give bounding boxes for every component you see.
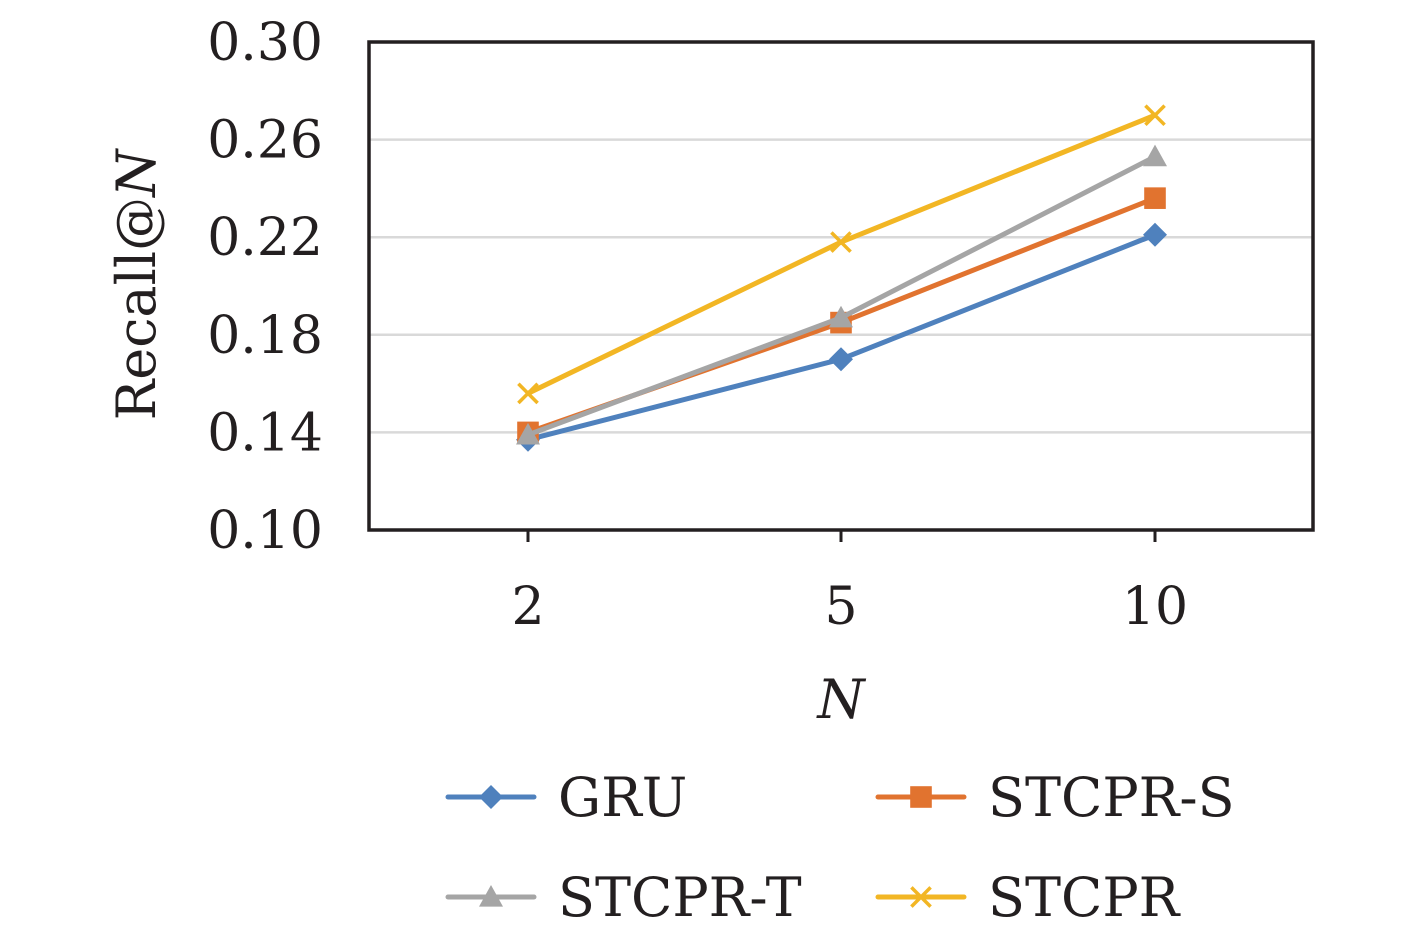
- data-point: [1143, 144, 1167, 167]
- y-tick-label: 0.22: [207, 208, 323, 268]
- series-stcpr-t: [516, 144, 1167, 445]
- data-point: [910, 886, 932, 908]
- plot-frame: [367, 40, 1315, 532]
- data-point: [830, 231, 852, 253]
- axis-ticks: 0.10 0.14 0.18 0.22 0.26 0.30 2 5 10: [207, 13, 1188, 637]
- y-axis-label-prefix: Recall@: [105, 197, 168, 421]
- y-tick-label: 0.10: [207, 501, 323, 561]
- legend-label: STCPR: [988, 866, 1181, 929]
- x-tick-label: 2: [511, 577, 544, 637]
- legend-label: GRU: [558, 766, 687, 829]
- y-tick-label: 0.18: [207, 306, 323, 366]
- x-tick-label: 5: [824, 577, 857, 637]
- y-axis-label-variable: N: [105, 148, 168, 199]
- legend-item: GRU: [445, 766, 687, 829]
- data-point: [829, 305, 853, 328]
- data-point: [1143, 222, 1167, 247]
- legend-label: STCPR-S: [988, 766, 1235, 829]
- series-line: [525, 232, 1158, 443]
- y-tick-label: 0.14: [207, 403, 323, 463]
- data-point: [479, 885, 503, 907]
- y-tick-label: 0.30: [207, 13, 323, 73]
- series-stcpr: [517, 104, 1166, 405]
- data-point: [910, 786, 932, 808]
- data-point: [516, 422, 540, 445]
- x-tick-label: 10: [1122, 577, 1188, 637]
- data-point: [829, 347, 853, 372]
- data-point: [517, 382, 539, 405]
- legend-item: STCPR: [875, 866, 1181, 929]
- series-line: [525, 154, 1158, 438]
- grid-lines: [369, 138, 1313, 434]
- legend: GRU STCPR-S STCPR-T STCPR: [445, 766, 1235, 929]
- data-point: [1144, 104, 1166, 127]
- legend-item: STCPR-S: [875, 766, 1235, 829]
- data-point: [1144, 187, 1166, 209]
- x-axis-label: N: [815, 668, 866, 731]
- series-layer: [516, 104, 1167, 452]
- legend-item: STCPR-T: [445, 866, 802, 929]
- data-point: [479, 785, 503, 809]
- y-axis-label: Recall@N: [105, 148, 168, 421]
- y-tick-label: 0.26: [207, 111, 323, 171]
- legend-label: STCPR-T: [558, 866, 802, 929]
- series-gru: [516, 222, 1167, 452]
